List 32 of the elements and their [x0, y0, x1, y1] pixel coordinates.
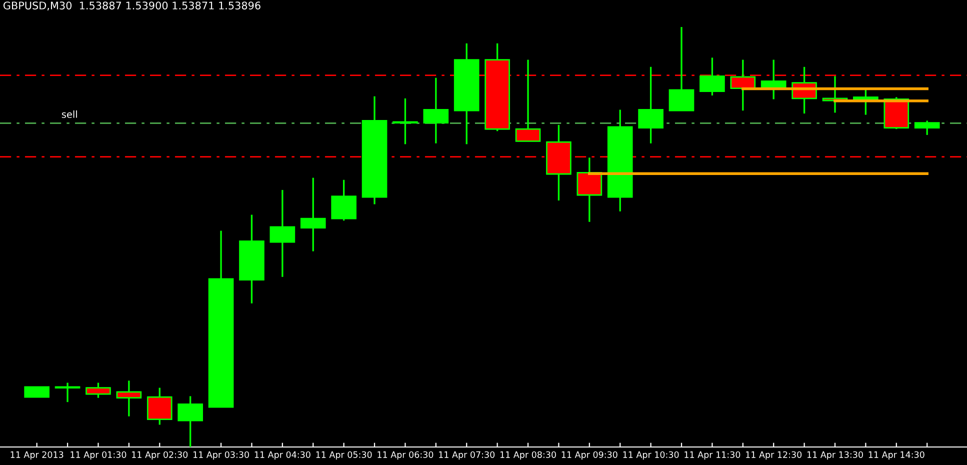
candlestick [576, 156, 602, 223]
candlestick [300, 176, 326, 252]
candlestick [54, 382, 80, 403]
x-tick-label: 11 Apr 14:30 [868, 451, 924, 460]
x-tick-label: 11 Apr 09:30 [562, 451, 618, 460]
x-tick-label: 11 Apr 03:30 [193, 451, 249, 460]
x-tick-label: 11 Apr 04:30 [254, 451, 310, 460]
candlestick [24, 386, 50, 398]
candlestick [423, 76, 449, 144]
x-tick-label: 11 Apr 01:30 [70, 451, 126, 460]
x-tick-label: 11 Apr 06:30 [378, 451, 434, 460]
chart-title: GBPUSD,M30 1.53887 1.53900 1.53871 1.53896 [3, 2, 260, 11]
x-tick-label: 11 Apr 10:30 [623, 451, 679, 460]
candlestick [331, 179, 356, 222]
x-tick-label: 11 Apr 02:30 [132, 451, 188, 460]
x-tick-label: 11 Apr 12:30 [746, 451, 802, 460]
candlestick [700, 56, 725, 96]
candlestick [392, 98, 418, 146]
candlestick [638, 66, 664, 144]
x-tick-label: 11 Apr 11:30 [684, 451, 740, 460]
x-tick-label: 11 Apr 2013 [10, 451, 64, 460]
candlestick [86, 382, 111, 399]
candlestick [914, 120, 940, 136]
candlestick [116, 380, 142, 418]
candlestick [668, 26, 694, 112]
x-tick-label: 11 Apr 13:30 [807, 451, 863, 460]
ref-line-label: sell [62, 110, 77, 118]
x-tick-label: 11 Apr 08:30 [500, 451, 556, 460]
candlestick [270, 189, 296, 278]
candlestick [146, 386, 172, 426]
x-tick-label: 11 Apr 05:30 [316, 451, 372, 460]
x-tick-label: 11 Apr 07:30 [439, 451, 495, 460]
